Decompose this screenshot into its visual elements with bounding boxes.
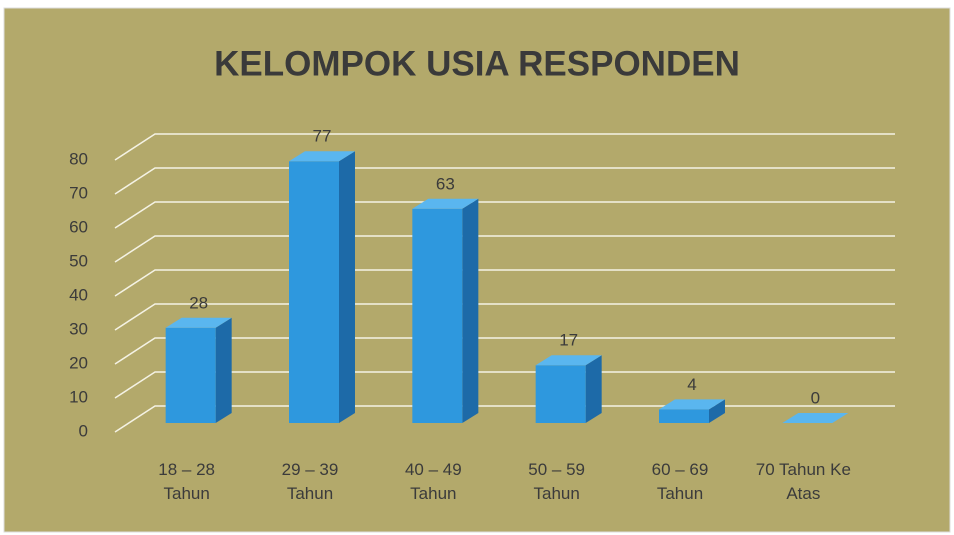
bar-front [165, 327, 216, 423]
grid-line [114, 133, 895, 161]
x-tick-label: 50 – 59 Tahun [528, 460, 586, 503]
value-label: 4 [687, 375, 696, 394]
bar-front [659, 409, 709, 423]
grid-line [114, 235, 895, 263]
chart-title: KELOMPOK USIA RESPONDEN [214, 44, 740, 83]
x-tick-label: 40 – 49 Tahun [404, 460, 462, 503]
bar-top [659, 399, 725, 410]
bar [782, 413, 849, 423]
bar [535, 355, 602, 423]
y-tick-label: 30 [69, 319, 88, 338]
value-label: 28 [189, 293, 208, 312]
y-tick-label: 70 [69, 183, 88, 202]
y-tick-label: 0 [79, 421, 88, 440]
x-tick-label: 70 Tahun Ke Atas [755, 460, 851, 503]
value-label: 0 [811, 388, 820, 407]
bar-side [339, 151, 355, 423]
bar-front [535, 365, 586, 423]
y-tick-label: 40 [69, 285, 88, 304]
bar-top [289, 151, 355, 162]
bar-front [289, 161, 339, 423]
bar [412, 198, 479, 423]
y-tick-label: 20 [69, 353, 88, 372]
y-tick-label: 10 [69, 387, 88, 406]
grid-line [114, 269, 895, 297]
y-tick-label: 50 [69, 251, 88, 270]
y-tick-label: 80 [69, 149, 88, 168]
y-tick-label: 60 [69, 217, 88, 236]
x-tick-label: 29 – 39 Tahun [281, 460, 339, 503]
bar [659, 399, 725, 423]
bar-top [782, 413, 849, 423]
bar-side [462, 198, 479, 423]
bar-top [165, 317, 232, 328]
x-tick-label: 18 – 28 Tahun [158, 460, 216, 503]
bar-front [412, 208, 463, 423]
x-tick-label: 60 – 69 Tahun [651, 460, 709, 503]
grid-line [114, 167, 895, 195]
bar-side [585, 355, 602, 423]
grid-line [114, 337, 895, 365]
bar-top [535, 355, 602, 366]
grid-line [114, 371, 895, 399]
value-label: 63 [436, 174, 455, 193]
bar [289, 151, 355, 423]
bar [165, 317, 232, 423]
grid-line [114, 201, 895, 229]
bar-side [215, 317, 232, 423]
bar-side [709, 399, 725, 423]
value-label: 17 [559, 331, 578, 350]
grid-line [114, 405, 895, 433]
grid-line [114, 303, 895, 331]
value-label: 77 [313, 127, 332, 146]
bar-top [412, 198, 479, 209]
